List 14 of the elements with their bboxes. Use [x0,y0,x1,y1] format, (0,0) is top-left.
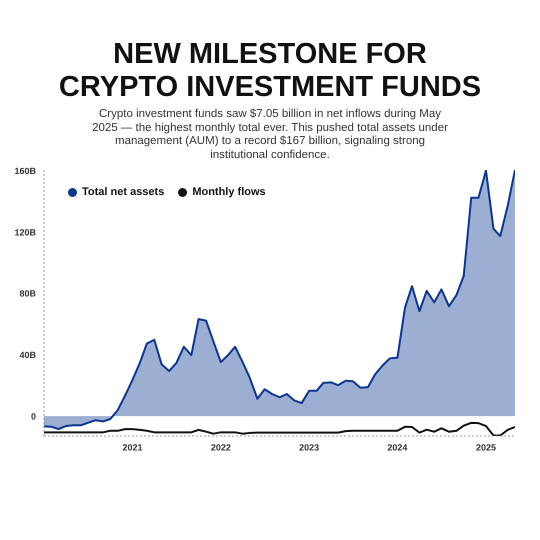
x-tick-label: 2021 [122,442,143,452]
y-tick-label: 120B [14,227,36,238]
y-tick-label: 160B [14,166,36,176]
chart-title: NEW MILESTONE FOR CRYPTO INVESTMENT FUNDS [58,38,482,104]
legend-label: Total net assets [82,186,164,198]
chart-subtitle: Crypto investment funds saw $7.05 billion in net inflows during May 2025 — the highest monthly total ever. This pushed total assets under management (AUM) to a record $167 billion, signaling strong institutional confidence. [91,108,449,162]
x-tick-label: 2025 [476,442,496,452]
y-tick-label: 80B [19,288,36,299]
x-tick-label: 2024 [387,442,408,452]
x-tick-label: 2022 [210,442,231,452]
y-tick-label: 40B [19,350,36,360]
legend-label: Monthly flows [192,186,266,198]
x-tick-label: 2023 [299,442,320,452]
y-tick-label: 0 [30,411,36,422]
